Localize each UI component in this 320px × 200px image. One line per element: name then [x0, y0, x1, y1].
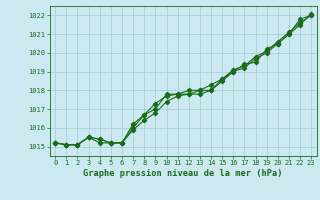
X-axis label: Graphe pression niveau de la mer (hPa): Graphe pression niveau de la mer (hPa): [84, 169, 283, 178]
